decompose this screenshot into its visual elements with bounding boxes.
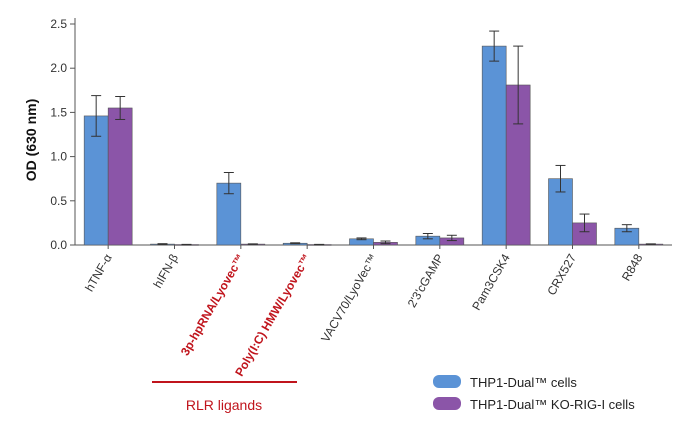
bar	[107, 107, 133, 246]
x-category-label: Poly(I:C) HMW/Lyovec™	[232, 252, 314, 379]
bars	[83, 30, 664, 249]
bar	[83, 115, 109, 246]
legend: THP1-Dual™ cells THP1-Dual™ KO-RIG-I cell…	[433, 375, 635, 412]
y-axis: 0.0 0.5 1.0 1.5 2.0 2.5	[50, 17, 672, 252]
y-tick-label: 0.0	[50, 238, 67, 252]
y-tick-label: 0.5	[50, 194, 67, 208]
y-tick-label: 1.0	[50, 150, 67, 164]
y-tick-label: 1.5	[50, 105, 67, 119]
y-axis-label: OD (630 nm)	[23, 99, 39, 181]
x-category-label: hIFN-β	[151, 251, 182, 290]
legend-label: THP1-Dual™ KO-RIG-I cells	[470, 397, 635, 412]
bar	[481, 45, 507, 246]
legend-swatch	[433, 375, 461, 388]
legend-swatch	[433, 397, 461, 410]
x-category-label: 2'3'cGAMP	[405, 252, 447, 310]
legend-label: THP1-Dual™ cells	[470, 375, 577, 390]
y-tick-label: 2.5	[50, 17, 67, 31]
y-tick-label: 2.0	[50, 61, 67, 75]
group-label: RLR ligands	[186, 397, 262, 413]
x-category-label: R848	[619, 251, 646, 283]
x-category-label: hTNF-α	[82, 251, 115, 294]
x-category-label: VACV70/LyoVec™	[318, 252, 380, 345]
x-category-label: 3p-hpRNA/Lyovec™	[178, 251, 248, 358]
x-category-label: Pam3CSK4	[469, 251, 513, 313]
x-category-label: CRX527	[544, 251, 579, 298]
